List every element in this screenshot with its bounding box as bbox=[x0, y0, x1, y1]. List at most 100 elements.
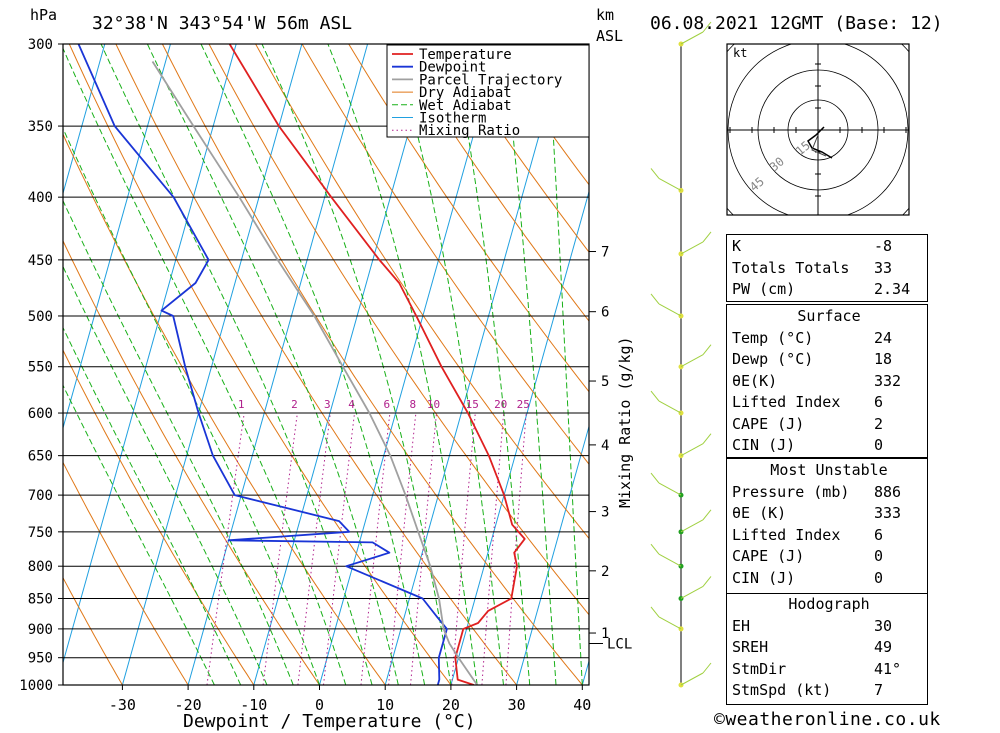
wind-barb-staff bbox=[658, 482, 682, 496]
mixing-ratio-line bbox=[323, 412, 355, 685]
wet-adiabat-line bbox=[502, 44, 557, 685]
mixing-ratio-axis-label: Mixing Ratio (g/kg) bbox=[616, 336, 634, 508]
mixing-ratio-label: 2 bbox=[291, 398, 298, 411]
series-dewpoint bbox=[77, 44, 448, 685]
pressure-tick-label: 400 bbox=[28, 190, 53, 206]
mixing-ratio-line bbox=[206, 412, 245, 685]
wind-barb-flag bbox=[702, 231, 712, 243]
legend-box bbox=[386, 44, 590, 138]
index-value: 49 bbox=[874, 638, 893, 656]
pressure-tick-label: 550 bbox=[28, 360, 53, 376]
pressure-tick-label: 900 bbox=[28, 622, 53, 638]
wind-barb-flag bbox=[702, 662, 712, 674]
section-title: Surface bbox=[797, 307, 861, 325]
index-value: 33 bbox=[874, 258, 893, 277]
index-name: CAPE (J) bbox=[732, 414, 805, 433]
indices-table: K -8 Totals Totals 33 PW (cm) 2.34 bbox=[726, 236, 926, 301]
legend-label: Temperature bbox=[419, 47, 512, 63]
index-value: 0 bbox=[874, 436, 884, 454]
index-name: Temp (°C) bbox=[732, 328, 814, 347]
mixing-ratio-line bbox=[451, 412, 476, 685]
temperature-tick-label: 10 bbox=[376, 696, 394, 714]
most-unstable-box bbox=[726, 458, 928, 595]
dry-adiabat-line bbox=[348, 44, 589, 393]
pressure-tick-label: 450 bbox=[28, 253, 53, 269]
isotherm-lines bbox=[63, 44, 589, 685]
temperature-tick-label: 0 bbox=[315, 696, 324, 714]
pressure-tick-label: 750 bbox=[28, 525, 53, 541]
pressure-tick-label: 1000 bbox=[19, 678, 53, 694]
index-row: StmSpd (kt) 7 bbox=[726, 680, 926, 702]
legend-label: Dewpoint bbox=[419, 60, 486, 76]
pressure-unit-label: hPa bbox=[30, 6, 57, 24]
wind-barb-column bbox=[650, 21, 712, 688]
index-value: 2.34 bbox=[874, 280, 911, 298]
pressure-tick-label: 500 bbox=[28, 309, 53, 325]
index-name: Lifted Index bbox=[732, 525, 841, 544]
temperature-tick-label: 20 bbox=[442, 696, 460, 714]
index-row: Lifted Index 6 bbox=[726, 392, 926, 414]
legend-label: Mixing Ratio bbox=[419, 123, 520, 139]
index-name: CIN (J) bbox=[732, 436, 796, 454]
index-row: K -8 bbox=[726, 236, 926, 258]
index-value: 24 bbox=[874, 328, 893, 347]
index-value: 332 bbox=[874, 371, 902, 390]
section-title: Hodograph bbox=[788, 595, 870, 613]
temperature-tick-label: 40 bbox=[573, 696, 591, 714]
height-tick-label: 4 bbox=[601, 438, 609, 454]
axes: 3003504004505005506006507007508008509009… bbox=[19, 37, 632, 714]
index-name: CIN (J) bbox=[732, 568, 796, 587]
temperature-tick-label: -10 bbox=[240, 696, 267, 714]
mixing-ratio-label: 1 bbox=[238, 398, 245, 411]
isotherm-line bbox=[253, 44, 434, 685]
wind-barb-staff bbox=[680, 519, 704, 533]
pressure-tick-label: 600 bbox=[28, 406, 53, 422]
wind-barb-flag bbox=[650, 543, 660, 555]
mixing-ratio-line bbox=[481, 412, 505, 685]
index-name: θE (K) bbox=[732, 504, 787, 522]
wind-barb-flag bbox=[650, 606, 660, 618]
index-value: 333 bbox=[874, 504, 902, 522]
index-row: Totals Totals 33 bbox=[726, 258, 926, 280]
wind-barb-flag bbox=[650, 168, 660, 179]
pressure-tick-label: 850 bbox=[28, 591, 53, 607]
temperature-tick-label: -30 bbox=[109, 696, 136, 714]
index-row: EH 30 bbox=[726, 616, 926, 638]
hodograph-unit-label: kt bbox=[733, 46, 747, 60]
wind-barb-flag bbox=[702, 576, 712, 587]
isotherm-line bbox=[63, 44, 171, 430]
mixing-ratio-label: 6 bbox=[384, 398, 391, 411]
mixing-ratio-label: 4 bbox=[348, 398, 355, 411]
datetime-label: 06.08.2021 12GMT (Base: 12) bbox=[650, 13, 943, 34]
mixing-ratio-label: 15 bbox=[466, 398, 479, 411]
legend-label: Isotherm bbox=[419, 111, 486, 127]
index-value: 18 bbox=[874, 350, 893, 368]
wind-barb-staff bbox=[658, 303, 682, 317]
plot-frame bbox=[62, 43, 590, 686]
index-name: StmSpd (kt) bbox=[732, 681, 832, 699]
index-value: 30 bbox=[874, 616, 893, 635]
mixing-ratio-line bbox=[505, 412, 527, 685]
isotherm-line bbox=[384, 44, 566, 685]
index-name: Totals Totals bbox=[732, 258, 850, 277]
dry-adiabat-line bbox=[63, 576, 123, 685]
wet-adiabat-line bbox=[100, 44, 373, 685]
mixing-ratio-label: 25 bbox=[517, 398, 530, 411]
mixing-ratio-label: 20 bbox=[494, 398, 507, 411]
height-tick-label: 3 bbox=[601, 505, 609, 521]
hodograph-trace bbox=[807, 126, 833, 159]
wet-adiabat-line bbox=[63, 127, 320, 685]
index-row: CAPE (J) 2 bbox=[726, 414, 926, 436]
wind-barb-staff bbox=[680, 241, 704, 255]
dry-adiabat-line bbox=[161, 44, 583, 685]
mixing-ratio-line bbox=[388, 412, 417, 685]
index-value: 0 bbox=[874, 547, 884, 565]
hodograph-trace-secondary bbox=[811, 134, 827, 157]
index-row: Lifted Index 6 bbox=[726, 525, 926, 547]
surface-table: Surface Temp (°C) 24 Dewp (°C) 18 θE(K) 332 Lif… bbox=[726, 306, 926, 457]
dry-adiabat-line bbox=[115, 44, 517, 685]
index-row: θE(K) 332 bbox=[726, 371, 926, 393]
hodograph-indices-table: Hodograph EH 30 SREH 49 StmDir 41° StmSpd (kt) 7 bbox=[726, 594, 926, 702]
index-row: Pressure (mb) 886 bbox=[726, 482, 926, 504]
